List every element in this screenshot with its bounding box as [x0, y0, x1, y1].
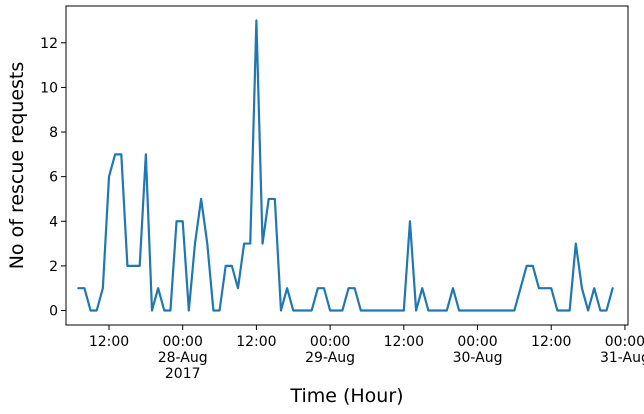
y-tick-label: 8: [49, 125, 58, 141]
y-tick-label: 2: [49, 259, 58, 275]
x-tick-label-line: 12:00: [236, 334, 276, 350]
x-tick-label: 12:00: [531, 334, 571, 350]
y-axis-label: No of rescue requests: [6, 62, 28, 270]
x-tick-label: 00:00 30-Aug: [453, 334, 503, 366]
x-tick-label: 12:00: [89, 334, 129, 350]
x-tick-label-line: 00:00: [310, 334, 350, 350]
x-tick-label-line: 2017: [165, 366, 201, 382]
plot-area: [77, 19, 614, 312]
y-axis-ticks: 0 2 4 6 8 10 12: [40, 36, 66, 320]
x-tick-label-line: 30-Aug: [453, 350, 503, 366]
y-tick-label: 0: [49, 304, 58, 320]
x-tick-label-line: 00:00: [457, 334, 497, 350]
x-tick-label: 12:00: [236, 334, 276, 350]
x-tick-label-line: 00:00: [163, 334, 203, 350]
x-tick-label-line: 28-Aug: [158, 350, 208, 366]
x-tick-label-line: 12:00: [384, 334, 424, 350]
series-line: [77, 19, 614, 312]
axes-frame: [65, 5, 629, 326]
y-tick-label: 10: [40, 80, 58, 96]
x-tick-label-line: 12:00: [531, 334, 571, 350]
x-tick-label-line: 29-Aug: [305, 350, 355, 366]
x-tick-label: 00:00 29-Aug: [305, 334, 355, 366]
y-tick-label: 6: [49, 170, 58, 186]
x-tick-label-line: 31-Aug: [600, 350, 644, 366]
x-tick-label: 00:00 28-Aug 2017: [158, 334, 208, 382]
x-tick-label-line: 12:00: [89, 334, 129, 350]
y-tick-label: 4: [49, 214, 58, 230]
x-tick-label: 12:00: [384, 334, 424, 350]
y-tick-label: 12: [40, 36, 58, 52]
x-tick-label-line: 00:00: [605, 334, 644, 350]
x-axis-label: Time (Hour): [289, 385, 403, 407]
